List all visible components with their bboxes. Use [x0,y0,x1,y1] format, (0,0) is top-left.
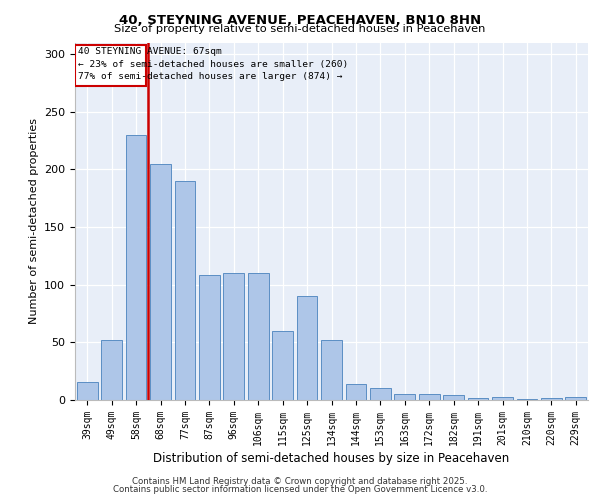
Bar [125,135,146,400]
Bar [150,164,171,400]
Bar [248,273,269,400]
Bar [517,399,538,400]
Bar [175,181,196,400]
Bar [321,340,342,400]
Bar [199,276,220,400]
X-axis label: Distribution of semi-detached houses by size in Peacehaven: Distribution of semi-detached houses by … [154,452,509,465]
Bar [346,384,367,400]
Bar [101,340,122,400]
Bar [541,398,562,400]
Text: 40, STEYNING AVENUE, PEACEHAVEN, BN10 8HN: 40, STEYNING AVENUE, PEACEHAVEN, BN10 8H… [119,14,481,27]
Bar [419,394,440,400]
Bar [394,394,415,400]
Bar [565,396,586,400]
Bar [370,388,391,400]
Text: Size of property relative to semi-detached houses in Peacehaven: Size of property relative to semi-detach… [115,24,485,34]
Bar [272,331,293,400]
Bar [77,382,98,400]
Y-axis label: Number of semi-detached properties: Number of semi-detached properties [29,118,38,324]
FancyBboxPatch shape [76,45,146,86]
Text: 77% of semi-detached houses are larger (874) →: 77% of semi-detached houses are larger (… [79,72,343,82]
Bar [467,398,488,400]
Text: Contains HM Land Registry data © Crown copyright and database right 2025.: Contains HM Land Registry data © Crown c… [132,477,468,486]
Bar [492,396,513,400]
Bar [296,296,317,400]
Text: 40 STEYNING AVENUE: 67sqm: 40 STEYNING AVENUE: 67sqm [79,47,222,56]
Text: ← 23% of semi-detached houses are smaller (260): ← 23% of semi-detached houses are smalle… [79,60,349,69]
Text: Contains public sector information licensed under the Open Government Licence v3: Contains public sector information licen… [113,485,487,494]
Bar [223,273,244,400]
Bar [443,396,464,400]
